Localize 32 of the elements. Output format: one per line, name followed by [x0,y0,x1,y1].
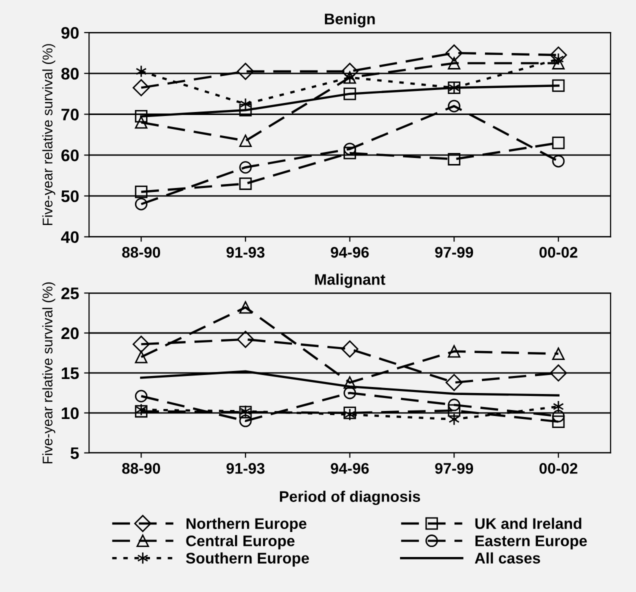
y-tick-label: 90 [61,26,79,39]
x-tick-label: 88-90 [122,463,160,474]
y-tick-label: 80 [61,68,79,80]
x-tick-label: 97-99 [435,463,474,474]
x-tick-label: 94-96 [330,463,369,474]
y-tick-label: 70 [61,108,79,120]
x-tick-label: 88-90 [122,246,160,258]
y-axis-title: Five-year relative survival (%) [42,282,56,464]
y-tick-label: 20 [61,327,79,340]
y-tick-label: 25 [61,287,79,300]
legend-label: Eastern Europe [475,536,587,550]
y-tick-label: 40 [61,231,79,244]
y-tick-label: 50 [61,190,79,202]
x-tick-label: 00-02 [539,463,578,474]
y-axis-title: Five-year relative survival (%) [42,44,56,225]
legend-label: Northern Europe [186,518,306,532]
x-tick-label: 91-93 [226,246,264,258]
y-tick-label: 5 [70,447,79,460]
y-tick-label: 15 [62,368,79,380]
legend-label: Southern Europe [186,552,309,567]
legend-label: Central Europe [186,535,295,550]
chart-title: Malignant [315,274,386,288]
legend-label: UK and Ireland [475,518,582,529]
x-axis-title: Period of diagnosis [280,490,420,506]
x-tick-label: 94-96 [330,246,369,258]
legend-label: All cases [474,552,540,564]
y-tick-label: 10 [62,407,79,420]
x-tick-label: 97-99 [435,246,474,258]
x-tick-label: 91-93 [226,463,264,474]
x-tick-label: 00-02 [539,246,578,258]
chart-title: Benign [324,13,375,28]
y-tick-label: 60 [61,150,79,162]
